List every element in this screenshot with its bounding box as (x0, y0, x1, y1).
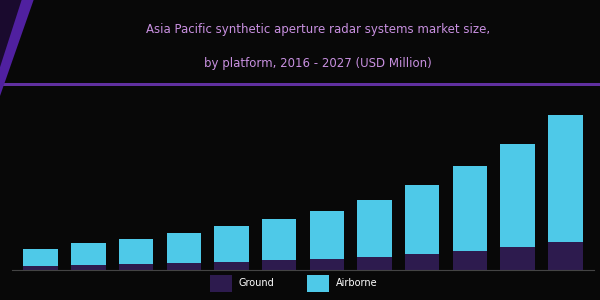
Bar (453, 251, 487, 270)
Text: by platform, 2016 - 2027 (USD Million): by platform, 2016 - 2027 (USD Million) (204, 56, 432, 70)
Bar (262, 260, 296, 270)
Polygon shape (0, 0, 22, 67)
Bar (23, 249, 58, 266)
Bar (119, 264, 153, 270)
Bar (307, 275, 329, 292)
Bar (262, 219, 296, 260)
Bar (405, 185, 439, 254)
Text: Asia Pacific synthetic aperture radar systems market size,: Asia Pacific synthetic aperture radar sy… (146, 23, 490, 36)
Bar (119, 238, 153, 264)
Text: Airborne: Airborne (336, 278, 377, 289)
Bar (405, 254, 439, 270)
Bar (23, 266, 58, 270)
Polygon shape (0, 0, 34, 96)
Bar (214, 262, 248, 270)
Bar (167, 263, 201, 270)
Bar (548, 242, 583, 270)
Bar (167, 232, 201, 263)
Bar (71, 243, 106, 265)
Bar (210, 275, 232, 292)
Bar (358, 257, 392, 270)
Bar (71, 265, 106, 270)
Bar (500, 144, 535, 247)
Bar (310, 211, 344, 259)
Bar (453, 166, 487, 251)
Bar (548, 115, 583, 242)
Text: Ground: Ground (239, 278, 275, 289)
Bar (310, 259, 344, 270)
Bar (500, 247, 535, 270)
Bar (358, 200, 392, 257)
Bar (214, 226, 248, 262)
